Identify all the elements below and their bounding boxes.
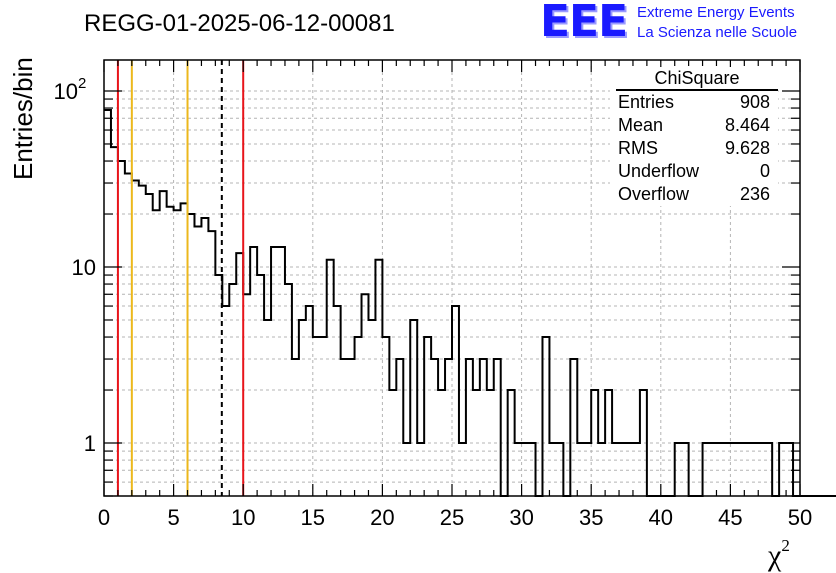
stats-label: Underflow — [618, 161, 700, 181]
y-axis-label: Entries/bin — [8, 57, 38, 180]
eee-logo-mark: EEE — [540, 0, 628, 47]
stats-label: Mean — [618, 115, 664, 135]
x-tick-label: 50 — [788, 505, 812, 530]
stats-label: Overflow — [618, 184, 690, 204]
stats-box: ChiSquare Entries 908 Mean 8.464 RMS 9.6… — [610, 67, 778, 206]
x-tick-label: 15 — [301, 505, 325, 530]
x-tick-label: 45 — [718, 505, 742, 530]
stats-row-mean: Mean 8.464 — [610, 114, 778, 137]
x-tick-label: 10 — [231, 505, 255, 530]
y-tick-label-exponent: 2 — [78, 75, 86, 92]
reference-lines — [116, 60, 245, 496]
eee-logo: EEE Extreme Energy Events La Scienza nel… — [540, 0, 834, 47]
stats-value: 236 — [739, 184, 770, 204]
eee-logo-line2: La Scienza nelle Scuole — [637, 24, 798, 41]
stats-value: 0 — [759, 161, 770, 181]
x-axis-label: χ2 — [768, 536, 790, 572]
chart-title: REGG-01-2025-06-12-00081 — [84, 10, 395, 37]
stats-row-rms: RMS 9.628 — [610, 137, 778, 160]
stats-row-entries: Entries 908 — [610, 91, 778, 114]
x-tick-label: 40 — [649, 505, 673, 530]
stats-title: ChiSquare — [616, 67, 778, 91]
y-tick-label: 10 — [54, 79, 78, 104]
stats-label: RMS — [618, 138, 658, 158]
stats-value: 908 — [739, 92, 770, 112]
x-tick-label: 20 — [370, 505, 394, 530]
eee-logo-line1: Extreme Energy Events — [637, 4, 795, 21]
x-tick-label: 35 — [579, 505, 603, 530]
x-tick-label: 5 — [167, 505, 179, 530]
y-tick-label: 1 — [84, 431, 96, 456]
x-tick-label: 0 — [98, 505, 110, 530]
stats-row-underflow: Underflow 0 — [610, 160, 778, 183]
x-tick-label: 25 — [440, 505, 464, 530]
stats-value: 8.464 — [724, 115, 770, 135]
y-tick-label: 10 — [72, 255, 96, 280]
stats-row-overflow: Overflow 236 — [610, 183, 778, 206]
x-tick-label: 30 — [509, 505, 533, 530]
stats-label: Entries — [618, 92, 675, 112]
stats-value: 9.628 — [724, 138, 770, 158]
